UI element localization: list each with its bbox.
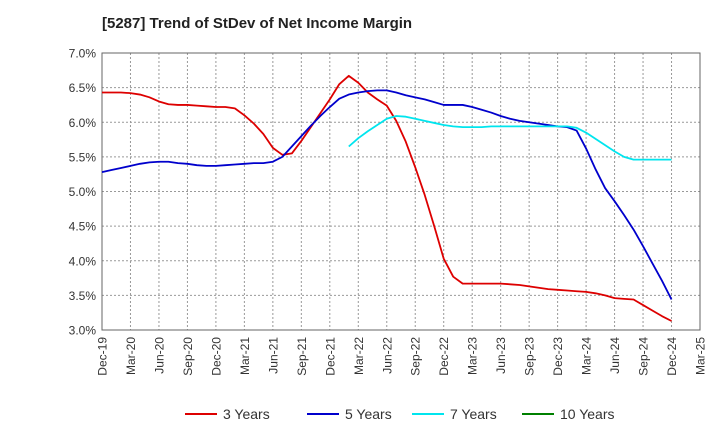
x-tick-label: Mar-25 [694,337,708,375]
x-tick-label: Sep-24 [637,337,651,376]
x-tick-label: Mar-20 [124,337,138,375]
y-tick-label: 5.5% [69,150,97,164]
x-tick-label: Mar-24 [580,337,594,375]
y-tick-label: 4.0% [69,254,97,268]
x-tick-label: Sep-23 [523,337,537,376]
plot-frame [101,52,701,331]
y-tick-label: 3.0% [69,324,97,338]
x-tick-label: Sep-22 [409,337,423,376]
y-tick-label: 7.0% [69,47,97,61]
legend-label: 10 Years [560,406,615,422]
legend-label: 7 Years [450,406,497,422]
x-tick-label: Jun-21 [266,337,280,374]
legend-item: 5 Years [307,406,392,422]
x-tick-label: Jun-22 [380,337,394,374]
x-tick-label: Dec-23 [551,337,565,376]
x-tick-label: Jun-23 [494,337,508,374]
legend-item: 10 Years [522,406,615,422]
x-tick-label: Sep-21 [295,337,309,376]
y-tick-label: 5.0% [69,185,97,199]
x-tick-label: Dec-20 [209,337,223,376]
y-axis: 3.0% 3.5% 4.0% 4.5% 5.0% 5.5% 6.0% 6.5% 7.0% [69,47,97,338]
y-tick-label: 3.5% [69,289,97,303]
x-tick-label: Dec-19 [96,337,110,376]
x-tick-label: Mar-23 [466,337,480,375]
y-tick-label: 4.5% [69,220,97,234]
x-tick-label: Mar-22 [352,337,366,375]
legend-item: 3 Years [185,406,270,422]
x-tick-label: Dec-22 [437,337,451,376]
x-tick-label: Dec-24 [665,337,679,376]
series-lines [101,74,673,322]
grid-lines [101,52,701,331]
x-axis: Dec-19 Mar-20 Jun-20 Sep-20 Dec-20 Mar-21 Jun-… [96,337,708,376]
x-tick-label: Jun-20 [152,337,166,374]
series-line-3-years [102,74,672,322]
x-tick-label: Dec-21 [323,337,337,376]
series-line-5-years [101,89,673,300]
legend-label: 3 Years [223,406,270,422]
legend: 3 Years 5 Years 7 Years 10 Years [185,406,615,422]
chart-title: [5287] Trend of StDev of Net Income Marg… [102,15,413,32]
x-tick-label: Jun-24 [608,337,622,374]
y-tick-label: 6.5% [69,81,97,95]
legend-item: 7 Years [412,406,497,422]
legend-label: 5 Years [345,406,392,422]
series-line-7-years [348,115,672,161]
y-tick-label: 6.0% [69,116,97,130]
x-tick-label: Sep-20 [181,337,195,376]
x-tick-label: Mar-21 [238,337,252,375]
